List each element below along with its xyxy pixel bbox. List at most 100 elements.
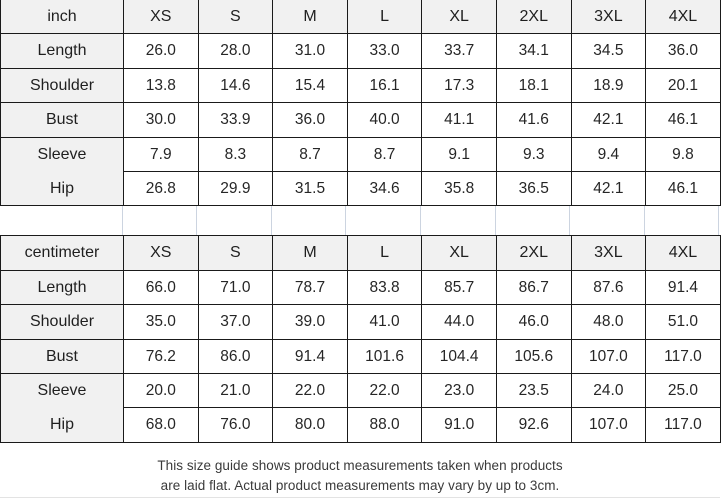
cell-value: 31.0 <box>272 33 348 69</box>
spacer-gridline <box>718 206 719 236</box>
cell-value: 105.6 <box>495 338 572 375</box>
size-header-2xl: 2XL <box>495 235 572 271</box>
spacer-gridline <box>345 206 346 236</box>
cell-value: 22.0 <box>272 373 348 409</box>
cell-value: 36.0 <box>272 102 348 138</box>
size-header-s: S <box>197 235 274 271</box>
cell-value: 101.6 <box>346 338 423 375</box>
cell-value: 85.7 <box>421 269 497 306</box>
spacer-gridline <box>495 206 496 236</box>
cell-value: 21.0 <box>197 373 274 409</box>
cell-value: 117.0 <box>645 407 721 443</box>
cell-value: 41.6 <box>495 102 572 138</box>
measure-label-length: Length <box>0 33 124 69</box>
cell-value: 41.0 <box>346 304 423 340</box>
cell-value: 13.8 <box>123 67 199 104</box>
table-header-row-inch: inch XS S M L XL 2XL 3XL 4XL <box>0 0 721 35</box>
cell-value: 29.9 <box>197 171 274 207</box>
cell-value: 34.6 <box>346 171 423 207</box>
cell-value: 20.0 <box>123 373 199 409</box>
cell-value: 7.9 <box>123 136 199 173</box>
spacer-gridline <box>569 206 570 236</box>
measure-label-shoulder: Shoulder <box>0 67 124 104</box>
size-header-m: M <box>272 0 348 35</box>
table-row: Bust 76.2 86.0 91.4 101.6 104.4 105.6 10… <box>0 338 721 375</box>
cell-value: 41.1 <box>421 102 497 138</box>
spacer-gridline <box>196 206 197 236</box>
table-row: Sleeve 20.0 21.0 22.0 22.0 23.0 23.5 24.… <box>0 373 721 409</box>
cell-value: 91.4 <box>272 338 348 375</box>
cell-value: 33.7 <box>421 33 497 69</box>
cell-value: 83.8 <box>346 269 423 306</box>
table-row: Hip 26.8 29.9 31.5 34.6 35.8 36.5 42.1 4… <box>0 171 721 207</box>
cell-value: 46.0 <box>495 304 572 340</box>
cell-value: 17.3 <box>421 67 497 104</box>
size-header-xl: XL <box>421 0 497 35</box>
cell-value: 30.0 <box>123 102 199 138</box>
size-header-m: M <box>272 235 348 271</box>
table-row: Hip 68.0 76.0 80.0 88.0 91.0 92.6 107.0 … <box>0 407 721 443</box>
cell-value: 24.0 <box>570 373 647 409</box>
size-header-4xl: 4XL <box>645 235 721 271</box>
cell-value: 9.4 <box>570 136 647 173</box>
footer-note-line-2: are laid flat. Actual product measuremen… <box>160 477 560 493</box>
cell-value: 25.0 <box>645 373 721 409</box>
cell-value: 15.4 <box>272 67 348 104</box>
cell-value: 8.7 <box>272 136 348 173</box>
size-header-l: L <box>346 235 423 271</box>
size-header-xs: XS <box>123 0 199 35</box>
cell-value: 91.0 <box>421 407 497 443</box>
table-row: Shoulder 13.8 14.6 15.4 16.1 17.3 18.1 1… <box>0 67 721 104</box>
measure-label-sleeve: Sleeve <box>0 373 124 408</box>
cell-value: 23.5 <box>495 373 572 409</box>
cell-value: 46.1 <box>645 102 721 138</box>
cell-value: 8.7 <box>346 136 423 173</box>
measure-label-hip: Hip <box>0 171 124 207</box>
spacer-gridline <box>122 206 123 236</box>
table-header-row-centimeter: centimeter XS S M L XL 2XL 3XL 4XL <box>0 235 721 271</box>
size-table-inch: inch XS S M L XL 2XL 3XL 4XL Length 26.0… <box>0 0 721 207</box>
cell-value: 51.0 <box>645 304 721 340</box>
table-spacer-band <box>0 206 720 236</box>
cell-value: 117.0 <box>645 338 721 375</box>
cell-value: 28.0 <box>197 33 274 69</box>
table-row: Length 66.0 71.0 78.7 83.8 85.7 86.7 87.… <box>0 269 721 306</box>
size-header-2xl: 2XL <box>495 0 572 35</box>
size-header-xl: XL <box>421 235 497 271</box>
cell-value: 44.0 <box>421 304 497 340</box>
measure-label-length: Length <box>0 269 124 306</box>
cell-value: 16.1 <box>346 67 423 104</box>
spacer-gridline <box>420 206 421 236</box>
cell-value: 78.7 <box>272 269 348 306</box>
cell-value: 107.0 <box>570 407 647 443</box>
cell-value: 86.0 <box>197 338 274 375</box>
cell-value: 18.9 <box>570 67 647 104</box>
cell-value: 18.1 <box>495 67 572 104</box>
cell-value: 31.5 <box>272 171 348 207</box>
unit-label-inch: inch <box>0 0 124 35</box>
cell-value: 26.0 <box>123 33 199 69</box>
cell-value: 71.0 <box>197 269 274 306</box>
footer-note-line-1: This size guide shows product measuremen… <box>157 457 563 473</box>
spacer-gridline <box>271 206 272 236</box>
cell-value: 91.4 <box>645 269 721 306</box>
measure-label-shoulder: Shoulder <box>0 304 124 340</box>
cell-value: 107.0 <box>570 338 647 375</box>
cell-value: 9.1 <box>421 136 497 173</box>
cell-value: 88.0 <box>346 407 423 443</box>
cell-value: 66.0 <box>123 269 199 306</box>
cell-value: 8.3 <box>197 136 274 173</box>
cell-value: 23.0 <box>421 373 497 409</box>
cell-value: 33.0 <box>346 33 423 69</box>
cell-value: 36.5 <box>495 171 572 207</box>
measure-label-bust: Bust <box>0 338 124 375</box>
cell-value: 20.1 <box>645 67 721 104</box>
size-header-3xl: 3XL <box>570 235 647 271</box>
cell-value: 35.0 <box>123 304 199 340</box>
cell-value: 9.8 <box>645 136 721 173</box>
size-header-4xl: 4XL <box>645 0 721 35</box>
cell-value: 80.0 <box>272 407 348 443</box>
table-row: Length 26.0 28.0 31.0 33.0 33.7 34.1 34.… <box>0 33 721 69</box>
cell-value: 76.2 <box>123 338 199 375</box>
